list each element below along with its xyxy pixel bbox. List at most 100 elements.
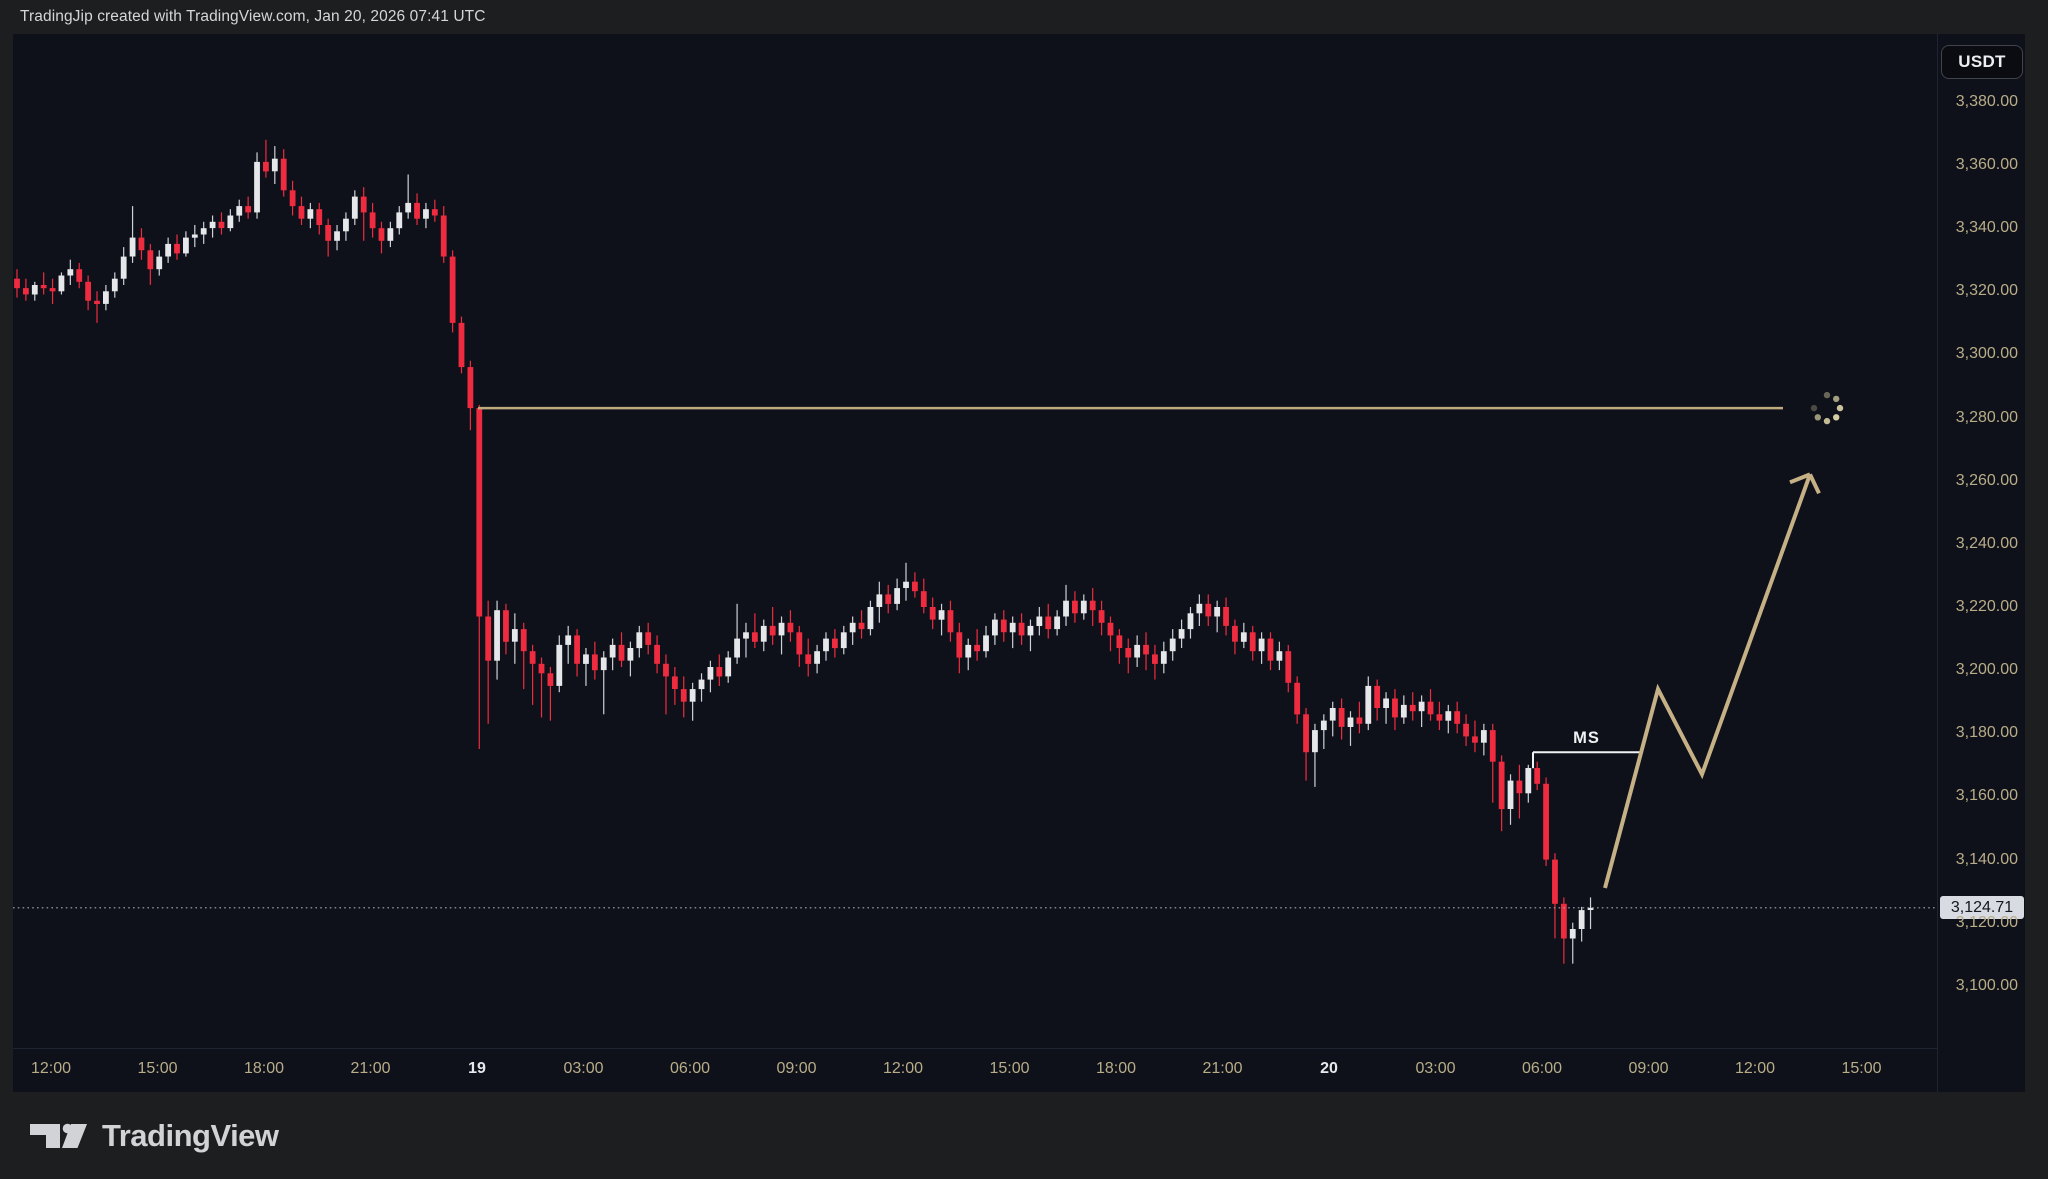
candle-body <box>1454 711 1461 724</box>
candle-body <box>1463 723 1469 737</box>
price-tick-label: 3,320.00 <box>1955 282 2018 300</box>
candle-body <box>165 243 172 257</box>
candle-body <box>618 644 625 661</box>
candle-body <box>1187 613 1194 630</box>
candle-body <box>405 202 412 213</box>
candle-body <box>671 676 678 689</box>
candle-body <box>1338 708 1345 727</box>
candle-body <box>218 221 225 229</box>
candle-body <box>85 281 92 301</box>
candle-wick <box>96 291 98 323</box>
candle-body <box>280 158 287 191</box>
price-tick-label: 3,380.00 <box>1955 92 2018 110</box>
candle-body <box>956 632 963 658</box>
candle-body <box>334 231 340 241</box>
candle-body <box>778 622 785 636</box>
candle-body <box>156 256 163 270</box>
candle-body <box>992 619 998 636</box>
candle-body <box>920 591 927 607</box>
candle-body <box>103 291 109 304</box>
price-tick-label: 3,200.00 <box>1955 661 2018 679</box>
candle-body <box>983 635 989 652</box>
time-tick-label: 15:00 <box>989 1060 1030 1077</box>
time-tick-label: 18:00 <box>1095 1060 1137 1077</box>
candle-body <box>191 234 198 238</box>
price-tick-label: 3,120.00 <box>1955 913 2018 931</box>
arrow-head <box>1789 472 1811 485</box>
candle-wick <box>131 206 134 263</box>
candle-body <box>583 654 589 664</box>
candle-body <box>343 218 349 232</box>
symbol-badge[interactable]: USDT <box>1941 45 2023 79</box>
candle-body <box>1098 610 1105 623</box>
candle-body <box>743 632 749 639</box>
candle-body <box>183 237 189 254</box>
candle-body <box>76 269 83 282</box>
candle-body <box>200 228 207 235</box>
price-axis[interactable]: USDT 3,124.71 3,380.00 3,360.00 3,340.00 3,… <box>1937 34 2025 1092</box>
tradingview-logo[interactable]: TradingView <box>30 1118 279 1154</box>
candle-body <box>1285 651 1292 683</box>
candle-body <box>1107 622 1114 636</box>
candle-body <box>1347 717 1354 727</box>
candle-body <box>1125 648 1132 658</box>
tradingview-logo-text: TradingView <box>102 1117 279 1153</box>
candle-wick <box>585 648 587 686</box>
candle-wick <box>487 600 489 724</box>
candle-wick <box>780 616 783 655</box>
candle-wick <box>976 629 978 661</box>
candle-body <box>814 651 820 664</box>
price-pane[interactable]: MS <box>13 34 1937 1048</box>
candle-body <box>316 209 323 225</box>
candle-body <box>1080 600 1087 614</box>
candle-body <box>1045 616 1052 630</box>
candle-body <box>591 654 598 671</box>
candle-body <box>396 212 403 229</box>
candle-body <box>263 161 269 172</box>
candle-body <box>351 196 358 219</box>
candle-body <box>1205 603 1212 617</box>
time-axis[interactable]: 12:00 15:00 18:00 21:00 19 03:00 06:00 09:00 12:… <box>13 1048 1937 1092</box>
candle-body <box>449 256 456 323</box>
candle-body <box>947 610 954 633</box>
candle-body <box>1525 768 1532 794</box>
candle-body <box>1578 910 1585 929</box>
candle-body <box>58 275 65 292</box>
candle-body <box>511 629 518 642</box>
candle-body <box>698 679 705 690</box>
candle-body <box>600 657 607 671</box>
candle-wick <box>736 603 738 664</box>
candle-body <box>787 622 794 633</box>
candle-body <box>840 632 847 649</box>
candle-body <box>423 209 429 219</box>
candle-body <box>574 635 580 664</box>
candle-body <box>1089 600 1096 611</box>
candle-body <box>1267 638 1274 661</box>
candle-body <box>1409 704 1416 712</box>
candle-body <box>227 215 234 229</box>
price-tick-label: 3,160.00 <box>1955 787 2018 805</box>
candle-wick <box>43 272 45 295</box>
candle-wick <box>407 174 409 219</box>
candle-body <box>1009 622 1016 633</box>
candle-body <box>485 616 492 661</box>
candle-body <box>609 644 616 658</box>
candle-body <box>49 288 56 292</box>
candle-wick <box>754 613 756 648</box>
candle-wick <box>1492 723 1494 803</box>
candle-body <box>111 278 118 292</box>
candle-body <box>129 237 136 257</box>
candle-body <box>858 622 865 630</box>
candle-body <box>938 610 945 620</box>
candle-body <box>1000 619 1007 633</box>
candle-body <box>1507 780 1514 809</box>
candle-body <box>298 206 305 219</box>
candle-body <box>1152 654 1158 664</box>
candle-body <box>120 256 127 279</box>
candle-body <box>503 610 509 642</box>
time-tick-label: 06:00 <box>669 1060 711 1077</box>
price-tick-label: 3,220.00 <box>1955 598 2018 615</box>
candle-body <box>1329 708 1336 721</box>
candle-body <box>1552 859 1558 904</box>
trend-arrow-drawing[interactable] <box>1603 473 1812 889</box>
